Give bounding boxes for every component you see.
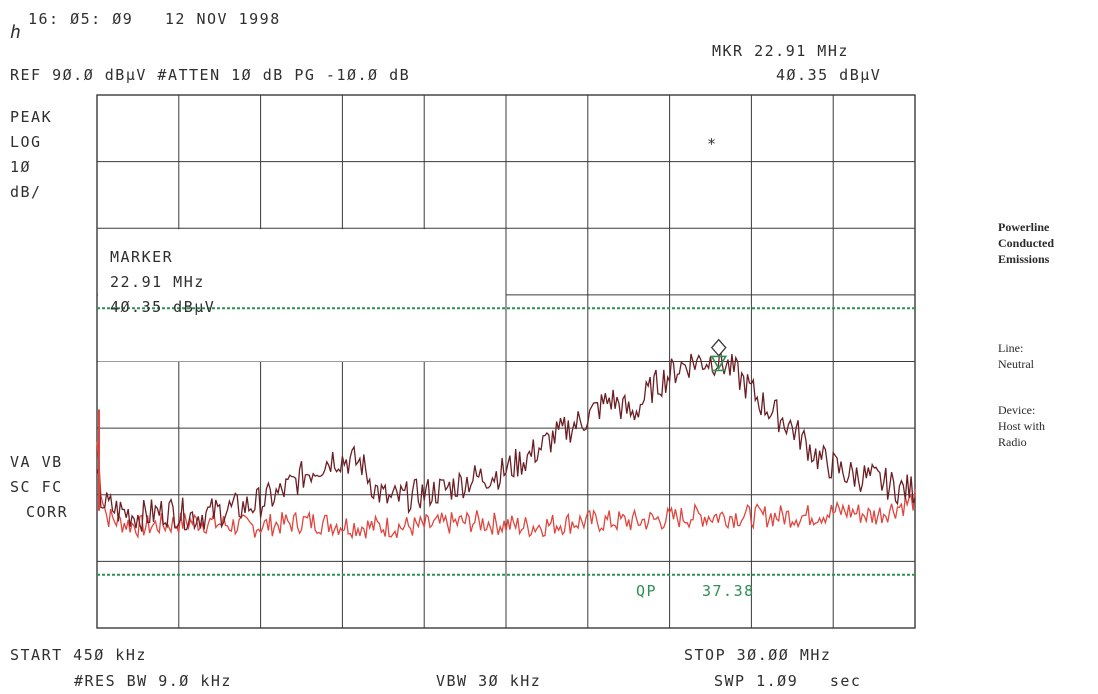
marker-box-background bbox=[98, 229, 506, 362]
marker-box-title: MARKER bbox=[110, 248, 174, 266]
marker-diamond bbox=[710, 338, 727, 357]
corr-label: CORR bbox=[26, 503, 69, 521]
sidebar-title-line-3: Emissions bbox=[998, 252, 1050, 266]
stop-frequency: STOP 3Ø.ØØ MHz bbox=[684, 646, 832, 664]
limit-lines bbox=[97, 307, 915, 576]
scale-unit-label: dB/ bbox=[10, 183, 42, 201]
qp-value: 37.38 bbox=[702, 582, 755, 600]
sidebar-device-value-1: Host with bbox=[998, 419, 1046, 433]
timestamp: 16: Ø5: Ø9 12 NOV 1998 bbox=[28, 10, 281, 28]
start-frequency: START 45Ø kHz bbox=[10, 646, 147, 664]
marker-box-frequency: 22.91 MHz bbox=[110, 273, 205, 291]
hp-logo-icon: ℎ bbox=[10, 22, 23, 43]
sidebar-title-line-1: Powerline bbox=[998, 220, 1050, 234]
sweep-time: SWP 1.Ø9 sec bbox=[714, 672, 862, 690]
va-vb-label: VA VB bbox=[10, 453, 63, 471]
scale-type-label: LOG bbox=[10, 133, 42, 151]
resolution-bandwidth: #RES BW 9.Ø kHz bbox=[74, 672, 232, 690]
sidebar-device-label: Device: bbox=[998, 403, 1036, 417]
scale-value-label: 1Ø bbox=[10, 158, 32, 176]
marker-level-readout: 4Ø.35 dBµV bbox=[776, 66, 882, 84]
sidebar-line-value: Neutral bbox=[998, 357, 1034, 371]
sc-fc-label: SC FC bbox=[10, 478, 63, 496]
markers bbox=[710, 338, 728, 372]
reference-level-line: REF 9Ø.Ø dBµV #ATTEN 1Ø dB PG -1Ø.Ø dB bbox=[10, 66, 411, 84]
qp-label: QP bbox=[636, 582, 658, 600]
sidebar-title-line-2: Conducted bbox=[998, 236, 1055, 250]
video-bandwidth: VBW 3Ø kHz bbox=[436, 672, 542, 690]
grid bbox=[96, 94, 916, 629]
qp-marker-triangle bbox=[710, 355, 728, 371]
trace-average bbox=[96, 441, 916, 540]
sidebar-device-value-2: Radio bbox=[998, 435, 1027, 449]
marker-box-level: 4Ø.35 dBµV bbox=[110, 298, 216, 316]
sidebar-line-label: Line: bbox=[998, 341, 1024, 355]
reference-star: * bbox=[707, 135, 718, 153]
trace-peak bbox=[96, 346, 916, 532]
marker-frequency-readout: MKR 22.91 MHz bbox=[712, 42, 849, 60]
traces bbox=[96, 346, 916, 540]
detector-mode-label: PEAK bbox=[10, 108, 53, 126]
